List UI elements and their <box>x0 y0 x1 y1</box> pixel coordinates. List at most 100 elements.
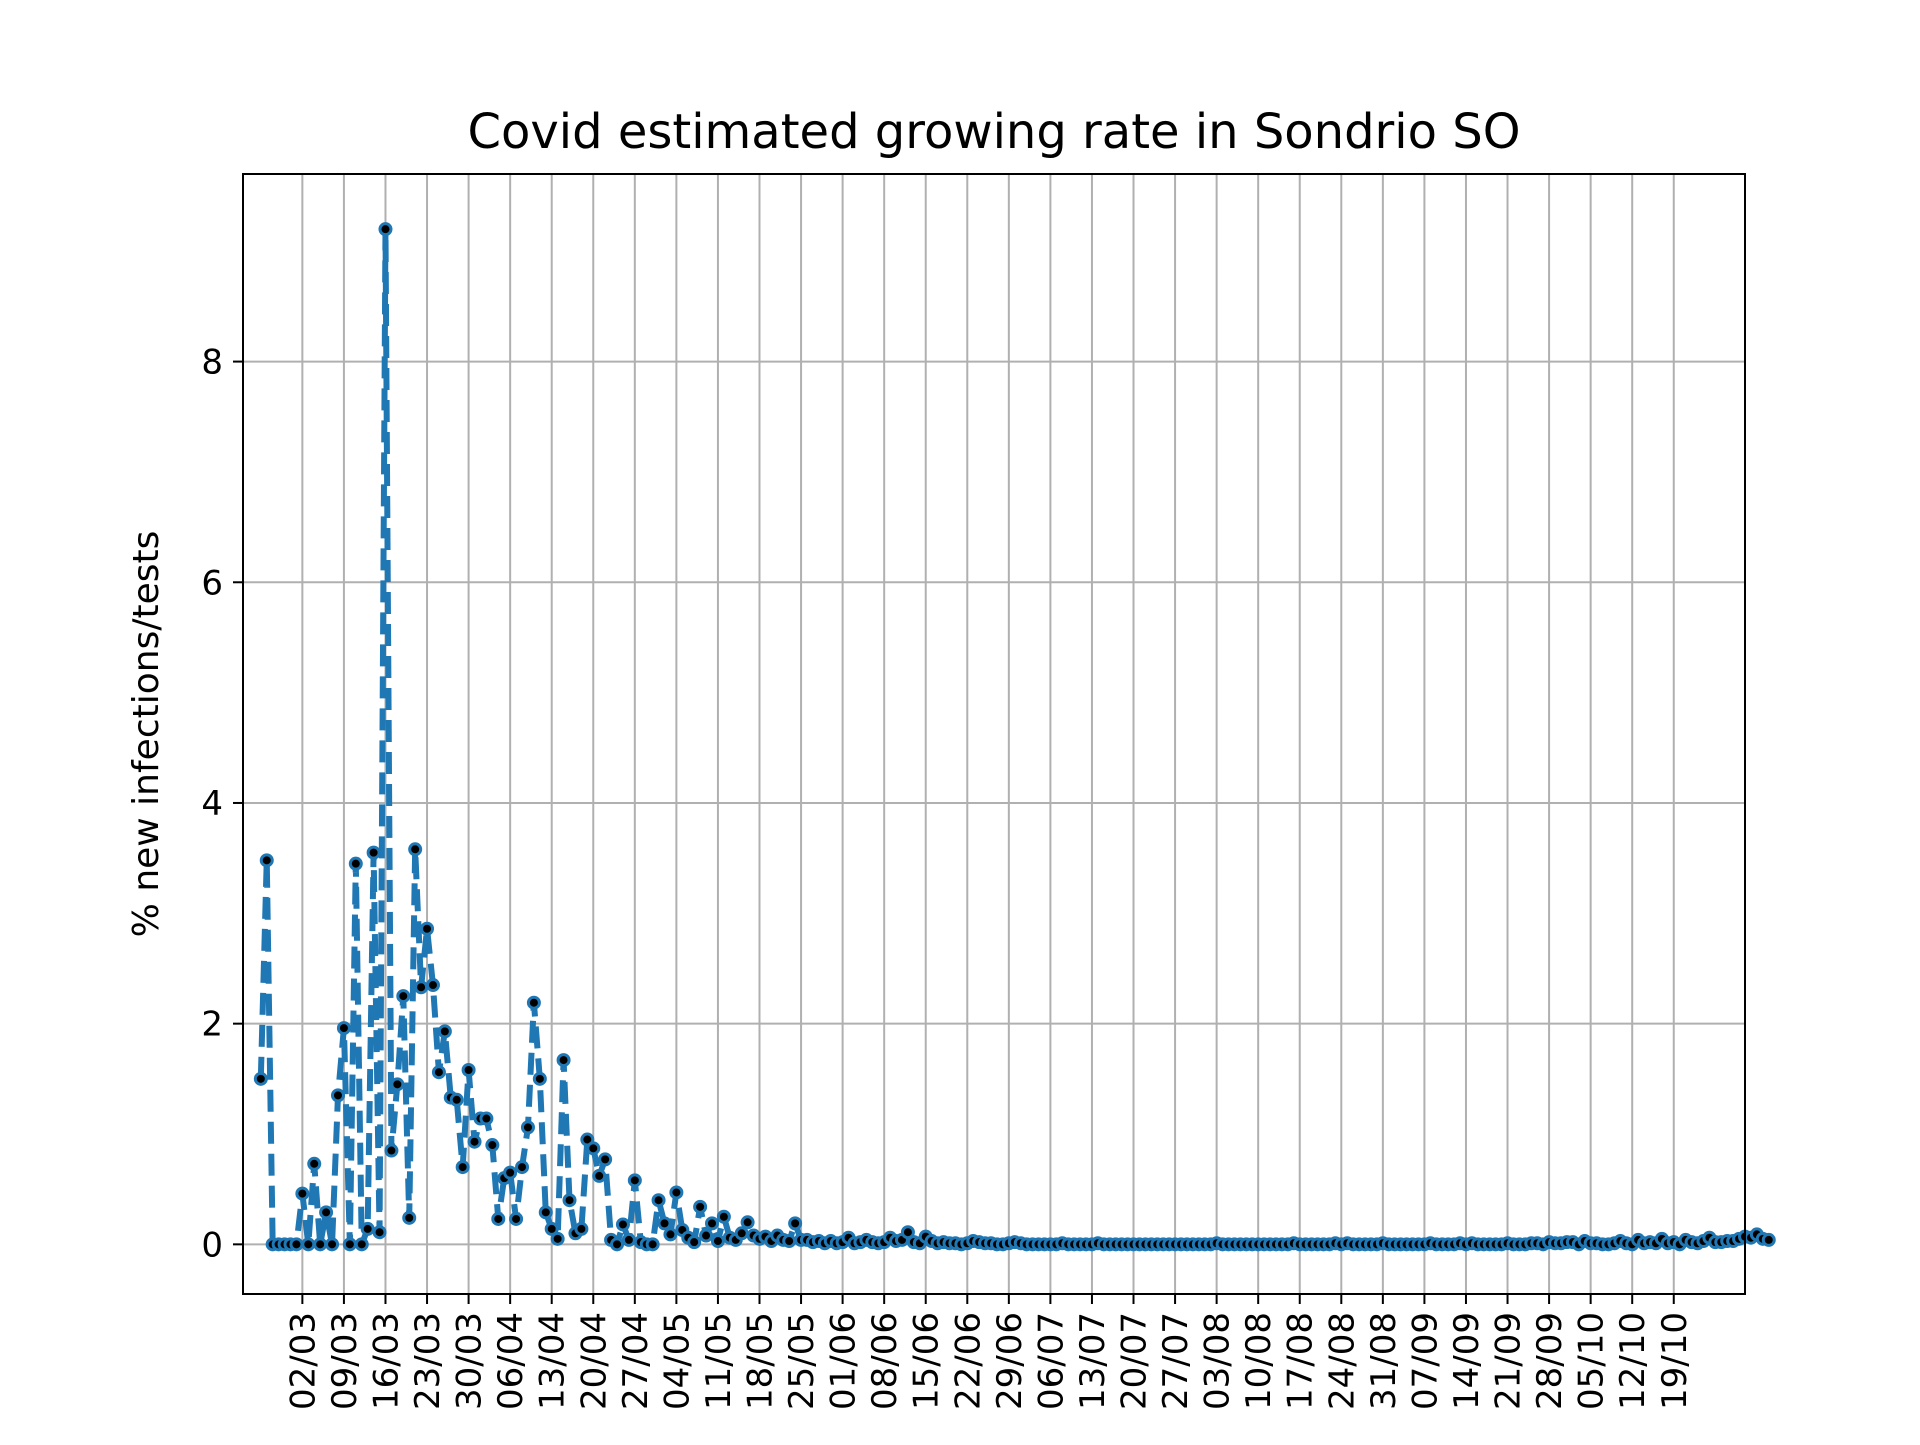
data-point <box>734 1226 749 1241</box>
data-point <box>592 1168 607 1183</box>
data-point <box>455 1160 470 1175</box>
data-point <box>431 1065 446 1080</box>
x-tick-label: 07/09 <box>1405 1312 1445 1410</box>
data-point <box>669 1185 684 1200</box>
data-point <box>342 1237 357 1252</box>
y-tick-label: 8 <box>201 343 223 383</box>
data-point <box>900 1225 915 1240</box>
x-tick-label: 06/04 <box>491 1312 531 1410</box>
data-point <box>663 1227 678 1242</box>
data-point <box>699 1228 714 1243</box>
data-point <box>710 1234 725 1249</box>
data-point <box>598 1152 613 1167</box>
x-tick-label: 06/07 <box>1031 1312 1071 1410</box>
x-tick-label: 15/06 <box>907 1312 947 1410</box>
axis-ticks: 02/03 09/03 16/03 23/03 30/03 06/04 13/04 20/04… <box>201 343 1694 1410</box>
data-point <box>491 1211 506 1226</box>
x-tick-label: 09/03 <box>325 1312 365 1410</box>
data-point <box>354 1237 369 1252</box>
x-tick-label: 28/09 <box>1530 1312 1570 1410</box>
data-point <box>390 1077 405 1092</box>
data-point <box>366 845 381 860</box>
data-point <box>295 1186 310 1201</box>
x-tick-label: 31/08 <box>1364 1312 1404 1410</box>
x-tick-label: 08/06 <box>865 1312 905 1410</box>
data-point <box>562 1193 577 1208</box>
data-point <box>657 1216 672 1231</box>
data-point <box>485 1138 500 1153</box>
data-point <box>461 1063 476 1077</box>
y-axis-label: % new infections/tests <box>126 531 167 938</box>
data-point <box>437 1024 452 1039</box>
data-point <box>396 989 411 1004</box>
data-point <box>289 1237 304 1252</box>
data-point <box>627 1173 642 1188</box>
data-point <box>307 1156 322 1171</box>
x-tick-label: 23/03 <box>408 1312 448 1410</box>
x-tick-label: 04/05 <box>657 1312 697 1410</box>
axes-frame <box>242 173 1746 1295</box>
x-tick-label: 18/05 <box>740 1312 780 1410</box>
y-tick-label: 4 <box>201 784 223 824</box>
data-point <box>615 1217 630 1232</box>
x-tick-label: 11/05 <box>699 1312 739 1410</box>
data-point <box>509 1211 524 1226</box>
data-point <box>515 1160 530 1175</box>
data-point <box>693 1199 708 1214</box>
x-tick-label: 17/08 <box>1281 1312 1321 1410</box>
x-tick-label: 20/07 <box>1115 1312 1155 1410</box>
data-point <box>687 1235 702 1250</box>
data-point <box>259 853 274 868</box>
data-point <box>651 1193 666 1208</box>
x-tick-label: 20/04 <box>574 1312 614 1410</box>
data-point <box>449 1092 464 1107</box>
data-point <box>782 1234 797 1249</box>
data-point <box>348 856 363 871</box>
data-point <box>378 222 393 237</box>
data-point <box>705 1216 719 1231</box>
x-tick-label: 02/03 <box>283 1312 323 1410</box>
series-line-0 <box>257 226 1770 1248</box>
x-tick-label: 01/06 <box>824 1312 864 1410</box>
chart-title: Covid estimated growing rate in Sondrio … <box>468 104 1521 160</box>
data-point <box>420 921 435 936</box>
data-point <box>336 1021 351 1036</box>
data-point <box>467 1134 482 1149</box>
data-point <box>372 1225 387 1240</box>
x-tick-label: 13/04 <box>533 1312 573 1410</box>
data-point <box>330 1088 345 1103</box>
y-tick-label: 6 <box>201 563 223 603</box>
data-point <box>384 1143 399 1158</box>
x-tick-label: 12/10 <box>1613 1312 1653 1410</box>
x-tick-label: 27/04 <box>616 1312 656 1410</box>
data-point <box>526 995 541 1010</box>
x-tick-label: 22/06 <box>948 1312 988 1410</box>
data-point <box>414 980 429 995</box>
x-tick-label: 24/08 <box>1322 1312 1362 1410</box>
data-point <box>301 1237 316 1252</box>
data-point <box>550 1231 565 1246</box>
data-point <box>325 1237 340 1252</box>
data-point <box>503 1165 518 1180</box>
data-point <box>319 1205 334 1220</box>
series-layer <box>253 222 1776 1252</box>
data-point <box>408 842 423 857</box>
data-point <box>538 1205 553 1220</box>
x-tick-label: 21/09 <box>1489 1312 1529 1410</box>
x-tick-label: 16/03 <box>366 1312 406 1410</box>
x-tick-label: 19/10 <box>1655 1312 1695 1410</box>
data-point <box>532 1071 547 1086</box>
data-point <box>479 1111 494 1126</box>
data-point <box>788 1216 803 1231</box>
x-tick-label: 27/07 <box>1156 1312 1196 1410</box>
data-point <box>360 1221 375 1236</box>
data-point <box>520 1120 535 1135</box>
x-tick-label: 13/07 <box>1073 1312 1113 1410</box>
x-tick-label: 14/09 <box>1447 1312 1487 1410</box>
data-point <box>425 978 440 993</box>
data-point <box>574 1221 589 1236</box>
data-point <box>740 1215 755 1230</box>
